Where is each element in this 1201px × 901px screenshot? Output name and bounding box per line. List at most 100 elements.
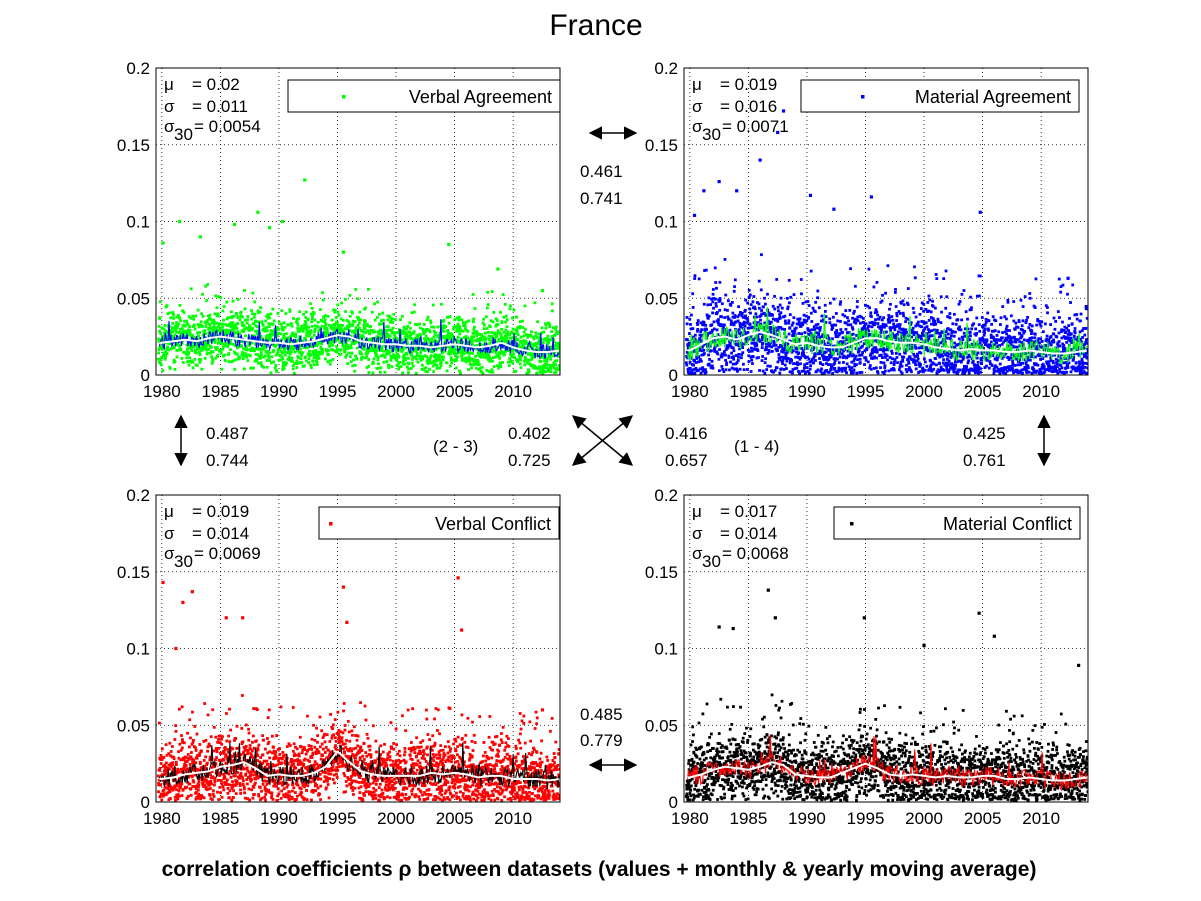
data-point	[437, 358, 440, 362]
data-point	[516, 338, 520, 342]
data-point	[711, 292, 715, 296]
data-point	[332, 308, 335, 312]
data-point	[968, 338, 972, 342]
data-point	[534, 366, 538, 369]
data-point	[859, 321, 862, 325]
data-point	[254, 320, 258, 324]
data-point	[240, 321, 244, 324]
data-point	[762, 311, 766, 315]
data-point	[272, 319, 276, 323]
data-point	[218, 337, 222, 340]
data-point	[517, 354, 521, 358]
data-point	[1026, 366, 1030, 370]
data-point	[856, 358, 859, 362]
data-point	[713, 347, 716, 351]
data-point	[920, 320, 924, 323]
data-point	[752, 295, 756, 298]
data-point	[379, 354, 383, 358]
data-point	[433, 333, 437, 337]
data-point	[689, 323, 692, 326]
data-point	[1012, 371, 1015, 375]
data-point	[837, 361, 841, 365]
data-point	[966, 317, 969, 321]
data-point	[419, 333, 422, 337]
data-point	[1030, 371, 1034, 375]
data-point	[708, 358, 711, 361]
data-point	[781, 315, 785, 319]
data-point	[960, 359, 963, 363]
data-point	[428, 361, 432, 365]
data-point	[211, 357, 214, 361]
data-point	[463, 327, 467, 330]
data-point	[447, 334, 451, 338]
data-point	[722, 370, 726, 374]
data-point	[157, 348, 161, 352]
data-point	[365, 354, 369, 358]
data-point	[281, 328, 285, 332]
data-point	[323, 314, 327, 318]
data-point	[802, 369, 806, 373]
data-point	[346, 344, 349, 348]
data-point	[274, 345, 277, 349]
data-point	[926, 301, 930, 304]
data-point	[911, 306, 915, 310]
data-point	[214, 326, 218, 330]
data-point	[787, 301, 791, 305]
data-point	[810, 328, 814, 332]
data-point	[776, 349, 779, 352]
data-point	[402, 353, 406, 357]
data-point	[242, 347, 245, 351]
data-point	[545, 338, 548, 342]
data-point	[692, 335, 695, 339]
data-point	[270, 355, 274, 359]
data-point	[727, 317, 731, 321]
data-point	[400, 329, 404, 333]
data-point	[352, 358, 356, 362]
data-point	[769, 330, 773, 334]
data-point	[1018, 361, 1022, 365]
data-point	[1016, 338, 1020, 342]
data-point	[853, 364, 857, 368]
data-point	[269, 312, 273, 316]
data-point	[855, 334, 859, 337]
data-point	[877, 317, 881, 321]
data-point	[321, 291, 324, 295]
data-point	[1001, 305, 1005, 308]
data-point	[248, 325, 252, 329]
data-point	[1041, 330, 1045, 334]
data-point	[420, 363, 424, 367]
data-point	[1035, 369, 1038, 373]
data-point	[545, 348, 549, 352]
data-point	[552, 340, 556, 344]
data-point	[401, 314, 404, 318]
data-point	[232, 342, 235, 346]
data-point	[879, 360, 883, 364]
data-point	[259, 353, 263, 357]
data-point	[766, 364, 770, 368]
data-point	[772, 344, 776, 347]
data-point	[301, 351, 304, 355]
data-point	[961, 338, 965, 342]
data-point	[873, 323, 877, 327]
data-point	[732, 349, 736, 353]
data-point	[541, 341, 545, 344]
data-point	[893, 326, 897, 330]
data-point	[472, 317, 476, 321]
data-point	[769, 325, 773, 329]
data-point	[384, 341, 387, 345]
data-point	[171, 313, 175, 317]
data-point	[531, 353, 535, 357]
data-point	[429, 354, 433, 358]
data-point	[900, 371, 904, 375]
data-point	[838, 350, 842, 354]
data-point	[996, 355, 1000, 359]
data-point	[455, 327, 459, 330]
data-point	[408, 330, 412, 334]
data-point	[849, 371, 853, 375]
data-point	[255, 357, 258, 361]
data-point	[382, 349, 386, 353]
data-point	[464, 335, 468, 338]
data-point	[1018, 358, 1021, 361]
data-point	[510, 349, 514, 353]
data-point	[880, 356, 884, 359]
